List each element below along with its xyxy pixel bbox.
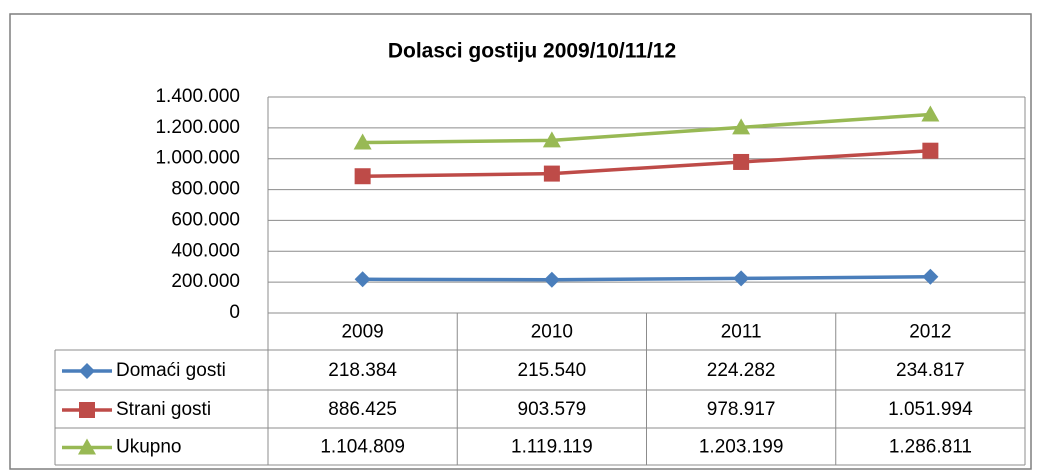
legend-label: Strani gosti xyxy=(116,399,211,420)
y-tick-label: 200.000 xyxy=(171,271,240,292)
marker xyxy=(922,142,939,159)
table-value: 224.282 xyxy=(707,360,776,381)
x-tick-label: 2010 xyxy=(531,322,573,343)
legend-marker xyxy=(78,438,96,455)
table-value: 215.540 xyxy=(518,360,587,381)
y-tick-label: 1.400.000 xyxy=(155,86,240,107)
table-value: 903.579 xyxy=(518,399,587,420)
y-tick-label: 1.000.000 xyxy=(155,148,240,169)
x-tick-label: 2009 xyxy=(341,322,383,343)
marker xyxy=(354,168,371,185)
marker xyxy=(733,153,750,170)
legend-label: Domaći gosti xyxy=(116,360,226,381)
table-value: 978.917 xyxy=(707,399,776,420)
table-value: 218.384 xyxy=(328,360,397,381)
y-tick-label: 0 xyxy=(229,302,240,323)
series-line xyxy=(362,148,931,178)
marker xyxy=(921,105,940,122)
table-value: 1.051.994 xyxy=(888,399,973,420)
series-line xyxy=(362,112,931,145)
series-line xyxy=(362,275,931,282)
marker xyxy=(732,118,751,135)
x-tick-label: 2011 xyxy=(721,322,762,343)
marker xyxy=(543,165,560,182)
marker xyxy=(542,131,561,148)
legend-marker xyxy=(79,402,95,418)
table-value: 886.425 xyxy=(328,399,397,420)
marker xyxy=(353,133,372,150)
marker xyxy=(733,270,750,287)
chart-border xyxy=(9,13,1032,470)
table-value: 1.104.809 xyxy=(320,437,405,458)
chart-title: Dolasci gostiju 2009/10/11/12 xyxy=(388,40,676,63)
y-tick-label: 400.000 xyxy=(171,240,240,261)
table-value: 1.286.811 xyxy=(889,437,972,458)
table-value: 1.203.199 xyxy=(699,437,784,458)
x-tick-label: 2012 xyxy=(909,322,951,343)
y-tick-label: 800.000 xyxy=(171,179,240,200)
table-value: 234.817 xyxy=(896,360,965,381)
y-tick-label: 600.000 xyxy=(171,209,240,230)
y-tick-label: 1.200.000 xyxy=(155,117,240,138)
marker xyxy=(543,271,560,288)
legend-marker xyxy=(79,363,95,379)
legend-label: Ukupno xyxy=(116,437,182,458)
marker xyxy=(354,271,371,288)
table-value: 1.119.119 xyxy=(511,437,593,458)
marker xyxy=(922,268,939,285)
